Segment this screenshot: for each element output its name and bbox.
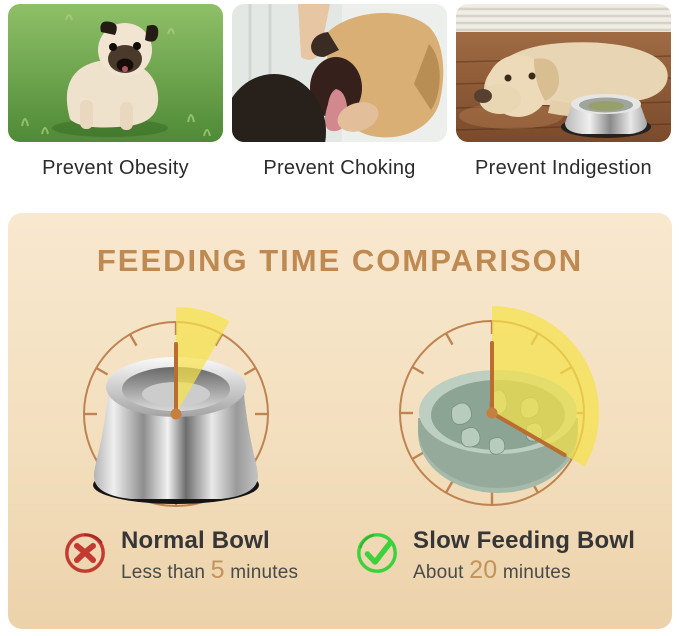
benefit-caption: Prevent Choking: [263, 157, 416, 179]
verdict-normal-bowl: Normal Bowl Less than 5 minutes: [62, 528, 298, 584]
comparison-panel: FEEDING TIME COMPARISON: [8, 213, 672, 629]
verdict-text: Normal Bowl Less than 5 minutes: [121, 528, 298, 584]
check-icon: [354, 530, 400, 576]
panel-title: FEEDING TIME COMPARISON: [96, 243, 584, 278]
verdict-text: Slow Feeding Bowl About 20 minutes: [413, 528, 635, 584]
benefit-card-choking: Prevent Choking: [232, 4, 447, 180]
verdict-time: About 20 minutes: [413, 556, 571, 585]
normal-bowl-clock: [61, 299, 291, 529]
verdict-slow-feeding-bowl: Slow Feeding Bowl About 20 minutes: [354, 528, 635, 584]
benefit-card-obesity: Prevent Obesity: [8, 4, 223, 180]
photo-dog-lying-beside-bowl: [456, 4, 671, 142]
verdict-time: Less than 5 minutes: [121, 556, 299, 585]
slow-feeder-bowl-clock: [377, 298, 607, 528]
photo-hand-checking-dog-mouth: [232, 4, 447, 142]
verdict-title: Normal Bowl: [121, 527, 270, 554]
benefit-card-indigestion: Prevent Indigestion: [456, 4, 671, 180]
benefit-caption: Prevent Obesity: [42, 157, 189, 179]
minutes-value: 5: [210, 556, 225, 585]
minutes-value: 20: [469, 556, 498, 585]
cross-icon: [62, 530, 108, 576]
verdict-title: Slow Feeding Bowl: [413, 527, 636, 554]
photo-obese-pug-on-grass: [8, 4, 223, 142]
benefit-caption: Prevent Indigestion: [475, 157, 652, 179]
